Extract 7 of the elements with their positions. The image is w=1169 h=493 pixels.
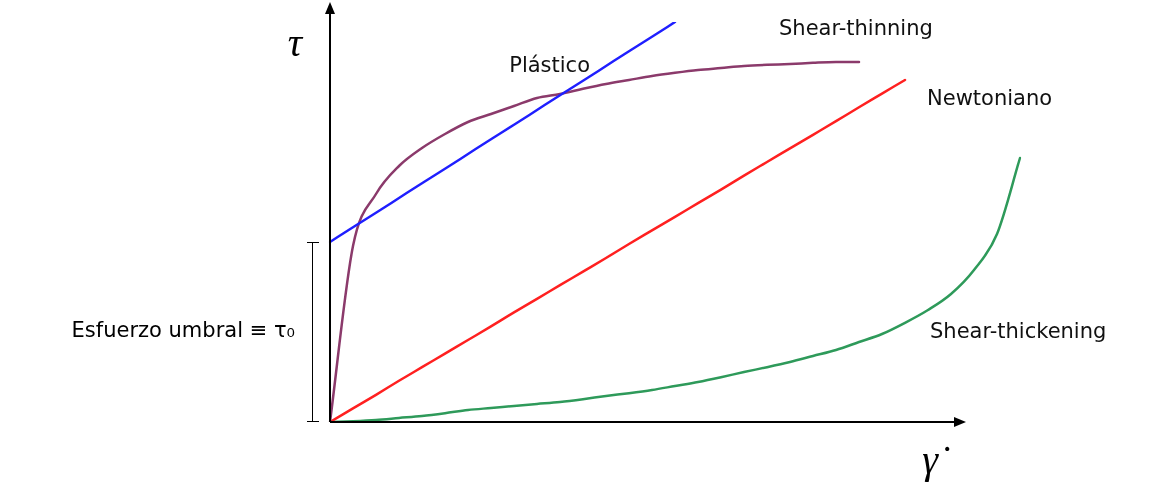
series-label: Shear-thickening [930, 319, 1107, 344]
y-axis-title: τ [287, 19, 304, 65]
text: Esfuerzo umbral ≡ τ₀ [71, 318, 295, 343]
series-label: Plástico [509, 53, 590, 78]
series-label: Shear-thinning [779, 16, 933, 41]
series-label: Newtoniano [927, 86, 1053, 111]
x-axis-title: γ̇ [922, 436, 950, 482]
